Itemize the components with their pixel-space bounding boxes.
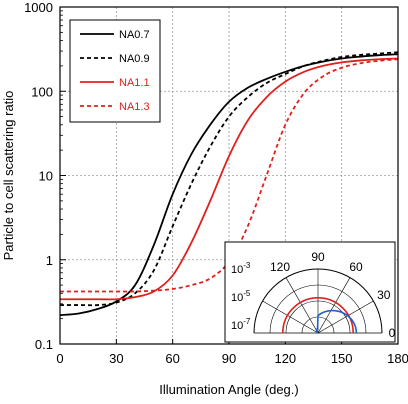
x-tick-label: 150 xyxy=(331,351,353,366)
legend-label: NA0.7 xyxy=(119,29,150,41)
x-tick-label: 30 xyxy=(109,351,123,366)
y-tick-label: 100 xyxy=(31,84,53,99)
polar-spoke xyxy=(262,300,319,334)
legend: NA0.7 NA0.9 NA1.1 NA1.3 xyxy=(69,19,161,123)
polar-radius-exponent: -3 xyxy=(243,261,251,270)
polar-angle-label: 30 xyxy=(377,288,391,302)
polar-spoke xyxy=(317,300,374,334)
series-line-na09 xyxy=(60,51,399,307)
y-tick-label: 1000 xyxy=(24,0,53,15)
polar-curve-blue xyxy=(315,309,358,334)
polar-angle-label: 60 xyxy=(349,260,363,274)
x-tick-label: 60 xyxy=(165,351,179,366)
x-axis-label: Illumination Angle (deg.) xyxy=(159,382,298,397)
legend-label: NA1.3 xyxy=(119,101,150,113)
y-axis-label: Particle to cell scattering ratio xyxy=(1,91,16,261)
legend-box xyxy=(69,19,161,123)
polar-spoke xyxy=(317,277,351,334)
y-tick-label: 0.1 xyxy=(35,337,53,352)
polar-radius-exponent: -7 xyxy=(243,317,251,326)
polar-angle-label: 0 xyxy=(389,326,396,340)
x-tick-label: 180 xyxy=(387,351,408,366)
legend-label: NA1.1 xyxy=(119,77,150,89)
polar-angle-label: 120 xyxy=(270,260,290,274)
polar-spoke xyxy=(285,277,319,334)
polar-angle-label: 90 xyxy=(311,250,325,264)
inset-box xyxy=(224,241,396,343)
series-line-na07 xyxy=(59,53,399,317)
x-tick-label: 120 xyxy=(274,351,296,366)
x-tick-label: 90 xyxy=(222,351,236,366)
y-tick-label: 10 xyxy=(39,169,53,184)
series-line-na11 xyxy=(60,57,399,301)
legend-label: NA0.9 xyxy=(119,53,150,65)
polar-radius-exponent: -5 xyxy=(243,289,251,298)
y-tick-label: 1 xyxy=(46,253,53,268)
x-tick-label: 0 xyxy=(56,351,63,366)
